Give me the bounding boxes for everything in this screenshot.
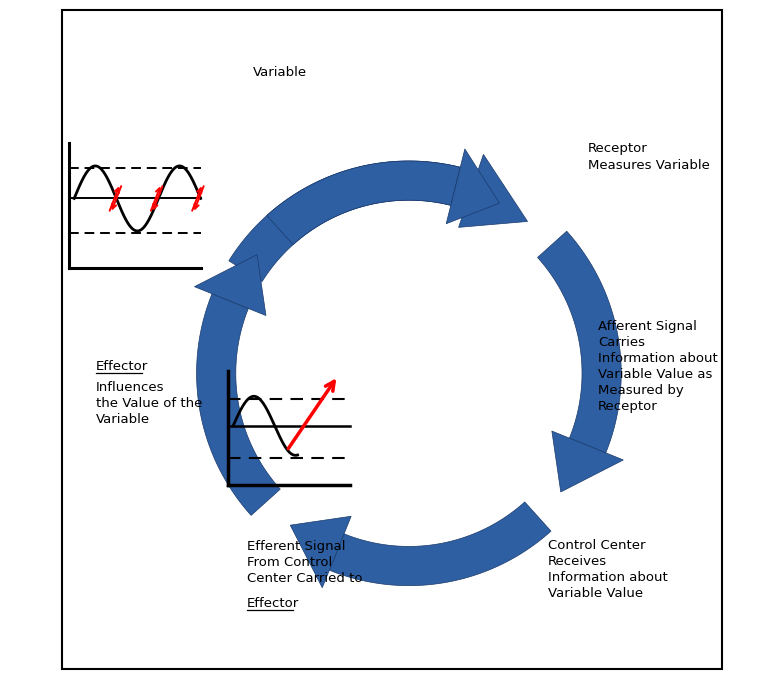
Polygon shape [538,232,621,453]
Polygon shape [197,294,280,515]
Text: Efferent Signal
From Control
Center Carried to: Efferent Signal From Control Center Carr… [247,540,362,585]
Polygon shape [446,149,499,223]
Polygon shape [290,516,351,588]
Text: Receptor
Measures Variable: Receptor Measures Variable [588,142,710,172]
Text: Effector: Effector [96,360,148,373]
Text: Afferent Signal
Carries
Information about
Variable Value as
Measured by
Receptor: Afferent Signal Carries Information abou… [598,320,718,413]
Text: Variable: Variable [253,66,307,79]
Polygon shape [329,502,551,586]
Polygon shape [552,431,623,492]
Text: Control Center
Receives
Information about
Variable Value: Control Center Receives Information abou… [547,539,667,600]
Polygon shape [267,161,460,244]
Polygon shape [194,255,266,316]
Text: Influences
the Value of the
Variable: Influences the Value of the Variable [96,381,202,426]
Polygon shape [459,154,528,227]
Polygon shape [229,161,477,282]
Text: Effector: Effector [247,597,299,610]
